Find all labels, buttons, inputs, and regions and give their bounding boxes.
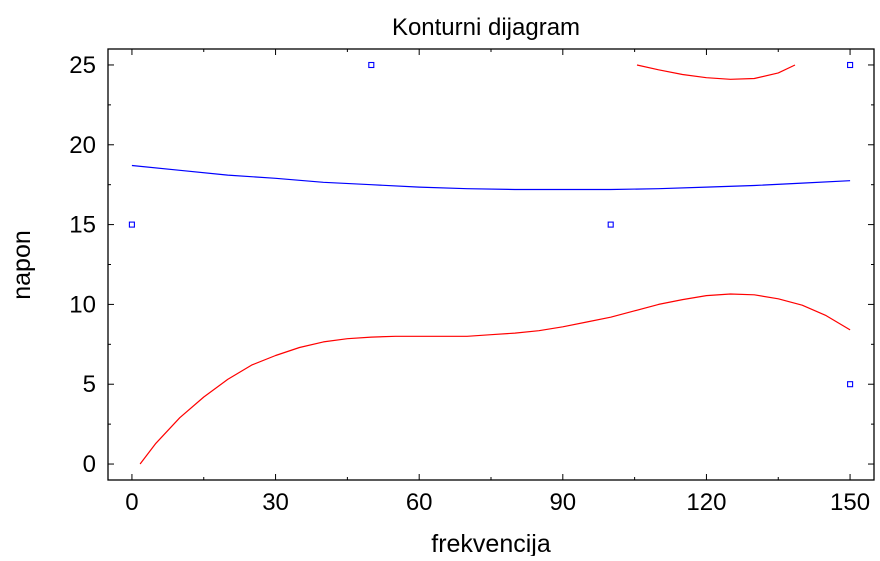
design-point-marker: [368, 61, 375, 69]
design-point-marker: [128, 221, 135, 228]
x-tick-label: 0: [125, 489, 138, 516]
y-tick-label: 5: [83, 371, 96, 398]
y-axis-title: napon: [8, 230, 36, 300]
design-point-marker: [847, 381, 854, 388]
y-tick-label: 25: [69, 52, 96, 79]
y-tick-label: 20: [69, 132, 96, 159]
x-tick-label: 30: [262, 489, 289, 516]
contour-line-3: [131, 164, 851, 191]
design-point-marker: [847, 61, 854, 69]
contour-line-1: [139, 293, 851, 465]
contour-lines: [131, 64, 851, 465]
axis-ticks: 0 30 60 90 120 150 0 5 10 15 20 25: [69, 49, 874, 516]
chart-title: Konturni dijagram: [392, 14, 580, 41]
design-point-marker: [607, 221, 614, 228]
x-tick-label: 60: [406, 489, 433, 516]
design-points: [128, 61, 854, 388]
contour-line-2: [636, 64, 796, 80]
x-tick-label: 150: [830, 489, 870, 516]
y-tick-label: 10: [69, 291, 96, 318]
plot-area-frame: [107, 48, 875, 481]
x-tick-label: 120: [686, 489, 726, 516]
y-tick-label: 15: [69, 212, 96, 239]
x-tick-label: 90: [549, 489, 576, 516]
x-axis-title: frekvencija: [431, 530, 551, 556]
y-tick-label: 0: [83, 451, 96, 478]
